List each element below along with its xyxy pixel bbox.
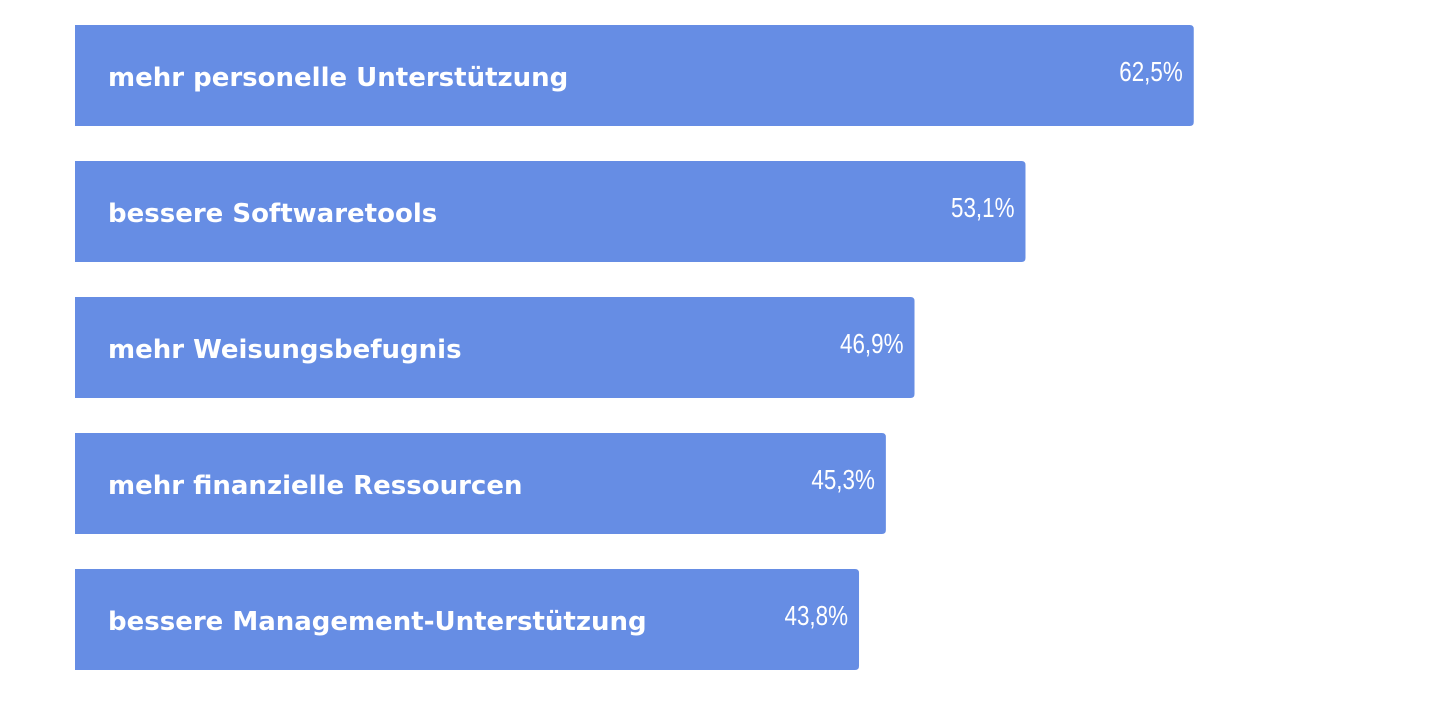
category-label: mehr personelle Unterstützung (108, 63, 568, 93)
value-label: 46,9% (840, 329, 903, 360)
bar (75, 569, 860, 670)
value-label: 43,8% (785, 601, 848, 632)
category-label: bessere Softwaretools (108, 199, 437, 229)
value-label: 53,1% (951, 193, 1014, 224)
value-label: 45,3% (811, 465, 874, 496)
bar (75, 161, 1026, 262)
category-label: mehr Weisungsbefugnis (108, 335, 462, 365)
bar (75, 433, 886, 534)
category-label: bessere Management-Unterstützung (108, 607, 647, 637)
category-label: mehr finanzielle Ressourcen (108, 471, 523, 501)
value-label: 62,5% (1119, 57, 1182, 88)
bar (75, 25, 1194, 126)
bar (75, 297, 915, 398)
